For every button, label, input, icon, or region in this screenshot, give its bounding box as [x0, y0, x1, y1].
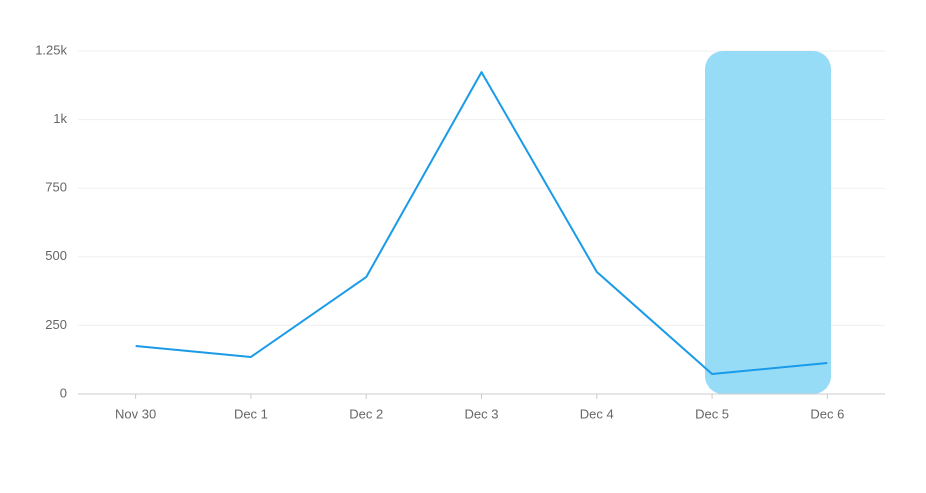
x-tick-label: Nov 30	[115, 406, 156, 421]
x-tick-label: Dec 1	[234, 406, 268, 421]
y-tick-label: 1.25k	[35, 42, 67, 57]
x-tick-label: Dec 2	[349, 406, 383, 421]
x-tick-label: Dec 3	[465, 406, 499, 421]
highlight-region	[705, 51, 831, 394]
y-tick-label: 250	[45, 317, 67, 332]
y-tick-label: 500	[45, 248, 67, 263]
y-tick-label: 1k	[53, 111, 67, 126]
x-tick-label: Dec 5	[695, 406, 729, 421]
x-tick-label: Dec 6	[810, 406, 844, 421]
y-tick-label: 0	[60, 385, 67, 400]
data-line	[135, 71, 828, 375]
y-tick-label: 750	[45, 180, 67, 195]
x-tick-label: Dec 4	[580, 406, 614, 421]
